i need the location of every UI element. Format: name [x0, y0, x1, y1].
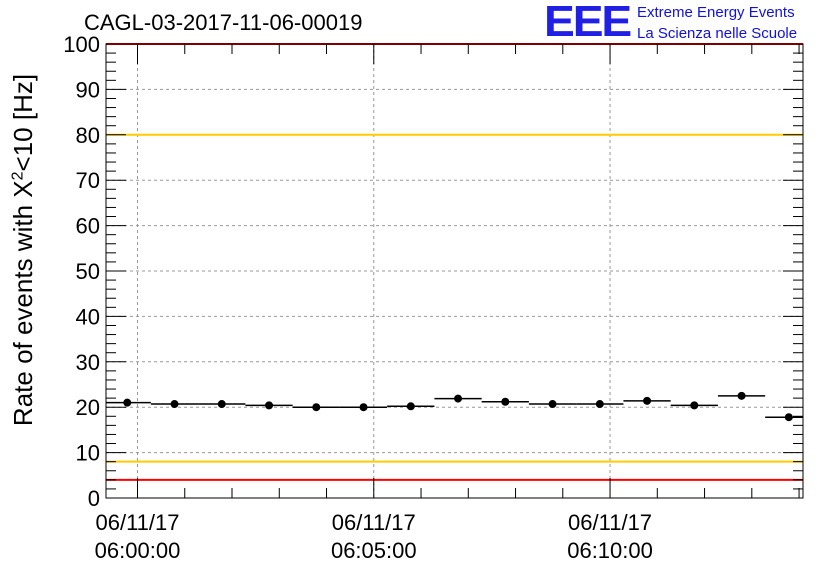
y-axis-label-sup: 2 [9, 171, 27, 181]
data-point [123, 398, 132, 407]
x-tick-label-time: 06:05:00 [331, 538, 417, 563]
reference-lines [106, 43, 803, 481]
logo-line-1: Extreme Energy Events [637, 4, 795, 21]
data-point [265, 401, 274, 410]
data-point [217, 400, 226, 409]
data-point [595, 400, 604, 409]
data-point [406, 402, 415, 411]
x-tick-labels: 06/11/17 06:00:00 06/11/17 06:05:00 06/11/17… [95, 510, 653, 563]
data-point [312, 403, 321, 412]
x-tick-label-time: 06:10:00 [567, 538, 653, 563]
chart-title: CAGL-03-2017-11-06-00019 [84, 10, 363, 35]
y-tick-labels: 0 10 20 30 40 50 60 70 80 90 100 [63, 32, 100, 511]
logo-mark: EEE [544, 0, 632, 46]
data-point [548, 400, 557, 409]
grid-lines [106, 44, 803, 498]
data-point [454, 394, 463, 403]
y-tick-label: 20 [76, 395, 100, 420]
data-points [106, 391, 803, 422]
y-tick-label: 0 [88, 486, 100, 511]
y-tick-label: 40 [76, 304, 100, 329]
x-tick-label-date: 06/11/17 [332, 510, 416, 535]
plot-frame [105, 43, 804, 499]
data-point [784, 413, 793, 422]
data-point [737, 391, 746, 400]
x-tick-label-time: 06:00:00 [95, 538, 181, 563]
logo-line-2: La Scienza nelle Scuole [637, 25, 798, 42]
y-tick-label: 90 [76, 77, 100, 102]
x-tick-label-date: 06/11/17 [95, 510, 179, 535]
y-tick-label: 10 [76, 441, 100, 466]
data-point [170, 400, 179, 409]
y-axis-label-suffix: <10 [Hz] [8, 73, 38, 172]
data-point [643, 396, 652, 405]
y-axis-label-prefix: Rate of events with X [8, 180, 38, 427]
y-tick-label: 70 [76, 168, 100, 193]
y-tick-label: 50 [76, 259, 100, 284]
y-axis-label: Rate of events with X2<10 [Hz] [8, 60, 38, 440]
data-point [359, 403, 368, 412]
data-point [690, 401, 699, 410]
y-tick-label: 60 [76, 214, 100, 239]
y-tick-label: 30 [76, 350, 100, 375]
data-point [501, 397, 510, 406]
y-tick-label: 100 [63, 32, 100, 57]
x-tick-label-date: 06/11/17 [568, 510, 652, 535]
y-tick-label: 80 [76, 123, 100, 148]
